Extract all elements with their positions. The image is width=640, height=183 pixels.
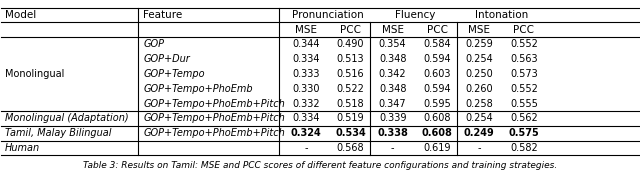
Text: 0.522: 0.522 bbox=[337, 84, 365, 94]
Text: 0.339: 0.339 bbox=[379, 113, 406, 123]
Text: 0.347: 0.347 bbox=[379, 99, 406, 109]
Text: Fluency: Fluency bbox=[395, 10, 435, 20]
Text: MSE: MSE bbox=[381, 25, 404, 35]
Text: PCC: PCC bbox=[427, 25, 448, 35]
Text: -: - bbox=[304, 143, 308, 153]
Text: 0.254: 0.254 bbox=[465, 113, 493, 123]
Text: 0.619: 0.619 bbox=[424, 143, 451, 153]
Text: GOP+Tempo+PhoEmb+Pitch: GOP+Tempo+PhoEmb+Pitch bbox=[143, 113, 285, 123]
Text: 0.594: 0.594 bbox=[424, 54, 451, 64]
Text: -: - bbox=[391, 143, 394, 153]
Text: 0.573: 0.573 bbox=[510, 69, 538, 79]
Text: 0.342: 0.342 bbox=[379, 69, 406, 79]
Text: 0.513: 0.513 bbox=[337, 54, 364, 64]
Text: Table 3: Results on Tamil: MSE and PCC scores of different feature configuration: Table 3: Results on Tamil: MSE and PCC s… bbox=[83, 161, 557, 170]
Text: Tamil, Malay Bilingual: Tamil, Malay Bilingual bbox=[4, 128, 111, 138]
Text: 0.258: 0.258 bbox=[465, 99, 493, 109]
Text: 0.608: 0.608 bbox=[424, 113, 451, 123]
Text: PCC: PCC bbox=[513, 25, 534, 35]
Text: 0.518: 0.518 bbox=[337, 99, 364, 109]
Text: MSE: MSE bbox=[468, 25, 490, 35]
Text: GOP: GOP bbox=[143, 40, 164, 49]
Text: Pronunciation: Pronunciation bbox=[292, 10, 364, 20]
Text: 0.534: 0.534 bbox=[335, 128, 366, 138]
Text: 0.516: 0.516 bbox=[337, 69, 364, 79]
Text: 0.330: 0.330 bbox=[292, 84, 320, 94]
Text: 0.259: 0.259 bbox=[465, 40, 493, 49]
Text: GOP+Tempo+PhoEmb+Pitch: GOP+Tempo+PhoEmb+Pitch bbox=[143, 99, 285, 109]
Text: 0.334: 0.334 bbox=[292, 54, 320, 64]
Text: 0.250: 0.250 bbox=[465, 69, 493, 79]
Text: GOP+Tempo+PhoEmb: GOP+Tempo+PhoEmb bbox=[143, 84, 253, 94]
Text: 0.552: 0.552 bbox=[510, 84, 538, 94]
Text: 0.595: 0.595 bbox=[424, 99, 451, 109]
Text: 0.519: 0.519 bbox=[337, 113, 364, 123]
Text: 0.608: 0.608 bbox=[422, 128, 452, 138]
Text: 0.568: 0.568 bbox=[337, 143, 364, 153]
Text: Feature: Feature bbox=[143, 10, 183, 20]
Text: Monolingual (Adaptation): Monolingual (Adaptation) bbox=[4, 113, 128, 123]
Text: 0.563: 0.563 bbox=[510, 54, 538, 64]
Text: 0.603: 0.603 bbox=[424, 69, 451, 79]
Text: 0.575: 0.575 bbox=[509, 128, 540, 138]
Text: 0.338: 0.338 bbox=[377, 128, 408, 138]
Text: 0.562: 0.562 bbox=[510, 113, 538, 123]
Text: 0.584: 0.584 bbox=[424, 40, 451, 49]
Text: 0.490: 0.490 bbox=[337, 40, 364, 49]
Text: Monolingual: Monolingual bbox=[4, 69, 64, 79]
Text: 0.582: 0.582 bbox=[510, 143, 538, 153]
Text: GOP+Tempo+PhoEmb+Pitch: GOP+Tempo+PhoEmb+Pitch bbox=[143, 128, 285, 138]
Text: 0.254: 0.254 bbox=[465, 54, 493, 64]
Text: GOP+Tempo: GOP+Tempo bbox=[143, 69, 205, 79]
Text: GOP+Dur: GOP+Dur bbox=[143, 54, 190, 64]
Text: 0.348: 0.348 bbox=[379, 54, 406, 64]
Text: 0.354: 0.354 bbox=[379, 40, 406, 49]
Text: MSE: MSE bbox=[295, 25, 317, 35]
Text: 0.249: 0.249 bbox=[464, 128, 495, 138]
Text: PCC: PCC bbox=[340, 25, 361, 35]
Text: 0.324: 0.324 bbox=[291, 128, 321, 138]
Text: 0.594: 0.594 bbox=[424, 84, 451, 94]
Text: 0.552: 0.552 bbox=[510, 40, 538, 49]
Text: 0.260: 0.260 bbox=[465, 84, 493, 94]
Text: 0.348: 0.348 bbox=[379, 84, 406, 94]
Text: Human: Human bbox=[4, 143, 40, 153]
Text: -: - bbox=[477, 143, 481, 153]
Text: 0.333: 0.333 bbox=[292, 69, 320, 79]
Text: 0.332: 0.332 bbox=[292, 99, 320, 109]
Text: Intonation: Intonation bbox=[475, 10, 528, 20]
Text: 0.334: 0.334 bbox=[292, 113, 320, 123]
Text: 0.344: 0.344 bbox=[292, 40, 320, 49]
Text: Model: Model bbox=[4, 10, 36, 20]
Text: 0.555: 0.555 bbox=[510, 99, 538, 109]
